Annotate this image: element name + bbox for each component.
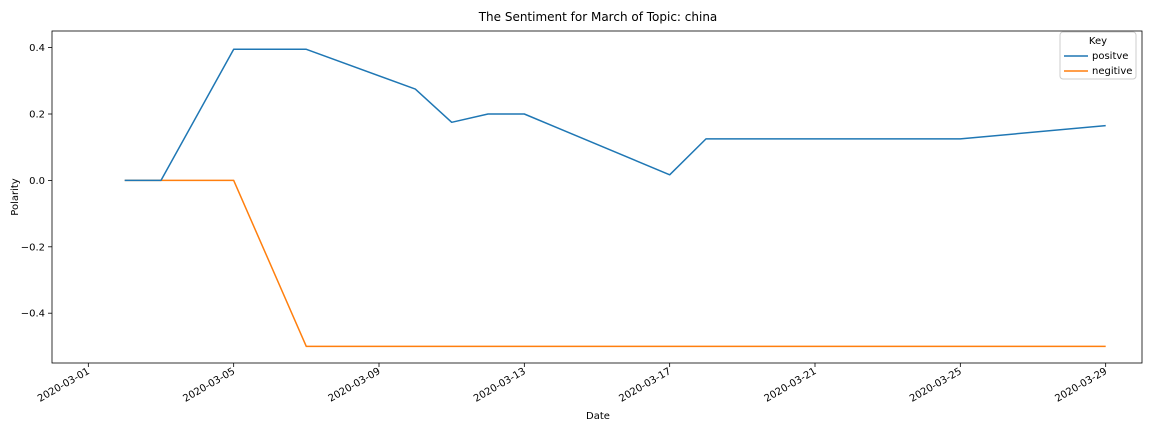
- x-tick-label: 2020-03-25: [908, 366, 964, 405]
- y-axis: −0.4 −0.2 0.0 0.2 0.4: [21, 43, 52, 320]
- y-axis-label: Polarity: [10, 178, 21, 216]
- x-tick-label: 2020-03-21: [763, 366, 819, 405]
- x-tick-label: 2020-03-13: [472, 366, 528, 405]
- series-line-positve: [124, 48, 1106, 182]
- chart-title: The Sentiment for March of Topic: china: [478, 10, 718, 24]
- series-layer: [124, 48, 1106, 348]
- x-tick-label: 2020-03-01: [36, 366, 92, 405]
- legend-box: [1059, 31, 1137, 80]
- y-tick-label: −0.2: [21, 242, 45, 253]
- x-tick-label: 2020-03-17: [617, 366, 673, 405]
- legend-label-negitive: negitive: [1092, 66, 1132, 77]
- y-tick-label: 0.2: [29, 110, 45, 121]
- x-tick-label: 2020-03-05: [181, 366, 237, 405]
- y-tick-label: 0.0: [29, 176, 45, 187]
- legend-title: Key: [1089, 36, 1107, 47]
- series-line-negitive: [124, 179, 1106, 348]
- legend-label-positve: positve: [1092, 51, 1128, 62]
- x-axis: 2020-03-01 2020-03-05 2020-03-09 2020-03-13…: [36, 363, 1109, 405]
- x-axis-label: Date: [586, 411, 610, 422]
- y-tick-label: 0.4: [29, 43, 45, 54]
- x-tick-label: 2020-03-29: [1053, 366, 1109, 405]
- x-tick-label: 2020-03-09: [327, 366, 383, 405]
- plot-area-frame: [51, 30, 1143, 364]
- legend: Key positve negitive: [1059, 31, 1137, 80]
- y-tick-label: −0.4: [21, 309, 45, 320]
